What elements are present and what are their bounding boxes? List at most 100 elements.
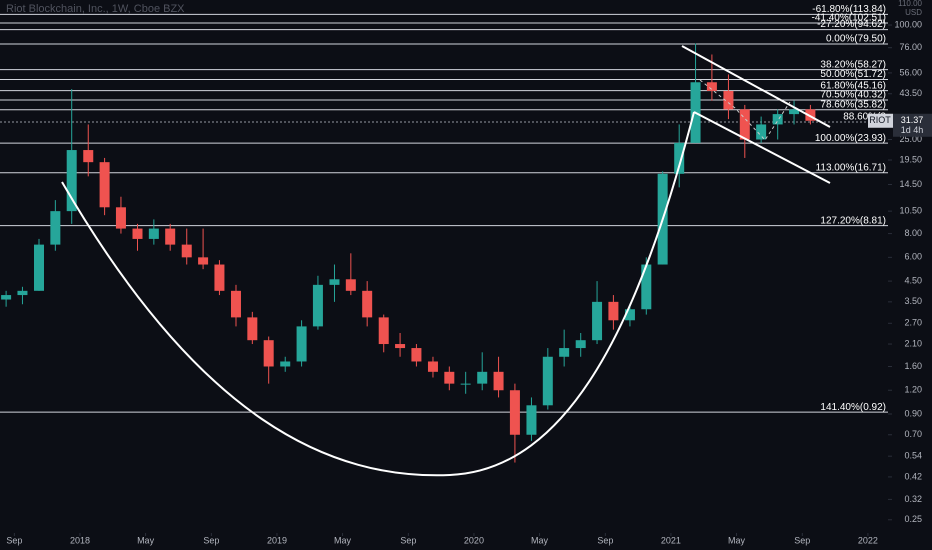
- x-tick-label: May: [531, 535, 549, 545]
- channel-line: [693, 111, 831, 184]
- candle-body: [132, 228, 143, 239]
- cup-curve: [61, 111, 695, 477]
- axis-header: 110.00: [898, 0, 922, 8]
- y-tick-label: 4.50: [904, 275, 922, 285]
- price-label: 31.37: [901, 115, 924, 125]
- candle-body: [493, 371, 504, 391]
- countdown-label: 1d 4h: [901, 125, 924, 135]
- candle-body: [148, 228, 159, 239]
- candle-body: [706, 82, 717, 91]
- candle-body: [739, 109, 750, 140]
- candle-body: [263, 340, 274, 367]
- candle-body: [395, 344, 406, 349]
- candle-body: [115, 207, 126, 229]
- candle-body: [723, 90, 734, 110]
- axes: 100.00 76.00 56.00 43.50 25.00 19.50 14.50 10.5…: [6, 19, 922, 545]
- candle-body: [608, 301, 619, 321]
- fib-label: -41.40%(102.51): [812, 13, 887, 24]
- y-tick-label: 0.70: [904, 429, 922, 439]
- y-tick-label: 2.10: [904, 338, 922, 348]
- candle-body: [345, 279, 356, 291]
- candle-body: [1, 295, 12, 300]
- candle-body: [66, 150, 77, 212]
- fib-label: -27.20%(94.62): [817, 19, 886, 30]
- x-tick-label: 2018: [70, 535, 90, 545]
- x-tick-label: Sep: [203, 535, 219, 545]
- y-tick-label: 56.00: [899, 67, 922, 77]
- candle-body: [559, 348, 570, 357]
- x-tick-label: Sep: [794, 535, 810, 545]
- fib-label: 38.20%(58.27): [820, 59, 886, 70]
- x-tick-label: May: [728, 535, 746, 545]
- candle-body: [477, 371, 488, 384]
- y-tick-label: 0.32: [904, 494, 922, 504]
- fib-label: 61.80%(45.16): [820, 80, 886, 91]
- candle-body: [280, 361, 291, 367]
- fib-label: 70.50%(40.32): [820, 90, 886, 101]
- price-box: [893, 113, 932, 137]
- chart-title: Riot Blockchain, Inc., 1W, Cboe BZX: [6, 3, 185, 15]
- candle-body: [329, 279, 340, 285]
- candle-body: [34, 244, 45, 291]
- fib-label: 127.20%(8.81): [820, 215, 886, 226]
- y-tick-label: 0.90: [904, 408, 922, 418]
- candle-body: [805, 109, 816, 121]
- x-tick-label: 2022: [858, 535, 878, 545]
- y-tick-label: 0.54: [904, 451, 922, 461]
- candle-body: [214, 264, 225, 291]
- candle-body: [542, 356, 553, 406]
- candle-body: [50, 211, 61, 245]
- candle-body: [362, 290, 373, 318]
- y-tick-label: 10.50: [899, 206, 922, 216]
- y-tick-label: 1.60: [904, 361, 922, 371]
- candle-body: [772, 114, 783, 125]
- fib-label: 113.00%(16.71): [816, 162, 886, 173]
- candle-body: [247, 317, 258, 341]
- candle-body: [526, 405, 537, 435]
- wave-line: [699, 79, 791, 141]
- fib-label: 100.00%(23.93): [815, 133, 886, 144]
- candle-body: [198, 257, 209, 265]
- candle-body: [99, 162, 110, 208]
- fib-label: -61.80%(113.84): [812, 4, 886, 15]
- candle-body: [789, 109, 800, 115]
- y-tick-label: 1.20: [904, 385, 922, 395]
- candle-body: [624, 309, 635, 321]
- y-tick-label: 8.00: [904, 228, 922, 238]
- candle-body: [427, 361, 438, 372]
- drawings: [61, 45, 831, 477]
- candle-body: [592, 301, 603, 341]
- y-tick-label: 19.50: [899, 154, 922, 164]
- x-tick-label: 2020: [464, 535, 484, 545]
- candle-body: [83, 150, 94, 163]
- channel-line: [681, 45, 831, 128]
- y-tick-label: 25.00: [899, 134, 922, 144]
- candle-body: [411, 348, 422, 362]
- candle-body: [756, 124, 767, 140]
- candle-body: [312, 284, 323, 327]
- fib-label: 50.00%(51.72): [820, 69, 886, 80]
- y-tick-label: 6.00: [904, 252, 922, 262]
- x-tick-label: May: [137, 535, 155, 545]
- x-tick-label: 2019: [267, 535, 287, 545]
- symbol-box: [868, 113, 893, 128]
- candle-body: [17, 290, 28, 296]
- x-tick-label: 2021: [661, 535, 681, 545]
- y-tick-label: 3.50: [904, 296, 922, 306]
- symbol-label: RIOT: [869, 115, 891, 125]
- candle-body: [378, 317, 389, 345]
- candle-body: [509, 390, 520, 435]
- y-tick-label: 100.00: [894, 19, 922, 29]
- y-tick-label: 2.70: [904, 318, 922, 328]
- y-tick-label: 0.25: [904, 514, 922, 524]
- candle-body: [641, 264, 652, 310]
- x-tick-label: Sep: [6, 535, 22, 545]
- fib-label: 78.60%(35.82): [820, 99, 886, 110]
- fib-label: 0.00%(79.50): [826, 34, 886, 45]
- candle-body: [296, 326, 307, 362]
- candle-body: [444, 371, 455, 384]
- candle-body: [230, 290, 241, 318]
